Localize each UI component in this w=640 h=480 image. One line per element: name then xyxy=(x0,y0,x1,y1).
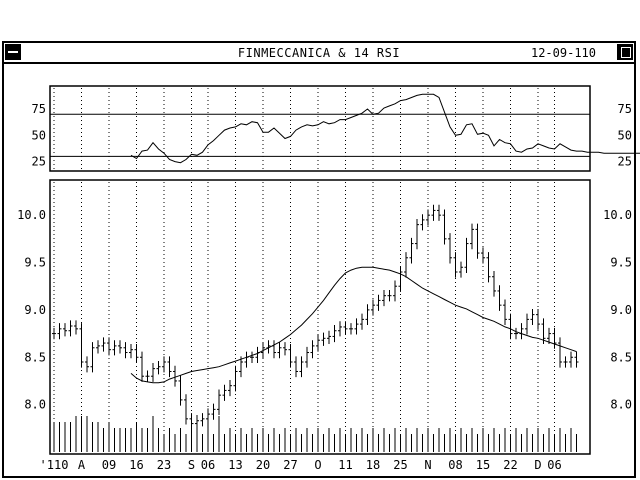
x-tick-label: 16 xyxy=(129,458,143,472)
rsi-ytick-right: 50 xyxy=(618,128,632,142)
x-tick-label: 06 xyxy=(547,458,561,472)
title-bar: FINMECCANICA & 14 RSI 12-09-110 xyxy=(4,43,634,64)
x-tick-label: 06 xyxy=(201,458,215,472)
x-tick-label: 11 xyxy=(338,458,352,472)
rsi-ytick-right: 25 xyxy=(618,155,632,169)
x-tick-label: 20 xyxy=(256,458,270,472)
x-tick-label: 22 xyxy=(503,458,517,472)
price-ytick-right: 8.5 xyxy=(610,350,632,364)
rsi-series-line xyxy=(130,93,640,164)
rsi-ytick-left: 25 xyxy=(32,155,46,169)
price-ytick-left: 8.5 xyxy=(24,350,46,364)
x-tick-label: 08 xyxy=(448,458,462,472)
rsi-ytick-right: 75 xyxy=(618,102,632,116)
x-tick-label: 15 xyxy=(476,458,490,472)
x-tick-label: 23 xyxy=(157,458,171,472)
x-tick-label: '110 xyxy=(40,458,69,472)
price-ytick-left: 9.5 xyxy=(24,256,46,270)
x-tick-label: A xyxy=(78,458,86,472)
rsi-ytick-left: 75 xyxy=(32,102,46,116)
system-menu-icon[interactable] xyxy=(5,44,21,60)
window-date: 12-09-110 xyxy=(530,46,596,60)
price-panel xyxy=(49,179,591,455)
rsi-panel xyxy=(49,85,591,172)
price-ytick-left: 10.0 xyxy=(17,208,46,222)
maximize-icon[interactable] xyxy=(617,44,633,60)
x-tick-label: O xyxy=(314,458,321,472)
price-ytick-right: 9.5 xyxy=(610,256,632,270)
x-tick-label: 13 xyxy=(228,458,242,472)
x-tick-label: N xyxy=(424,458,431,472)
x-tick-label: 09 xyxy=(102,458,116,472)
x-tick-label: 18 xyxy=(366,458,380,472)
price-ytick-right: 8.0 xyxy=(610,398,632,412)
price-ytick-left: 8.0 xyxy=(24,398,46,412)
price-ytick-right: 9.0 xyxy=(610,303,632,317)
moving-average-line xyxy=(130,266,577,384)
x-tick-label: D xyxy=(534,458,541,472)
x-tick-label: S xyxy=(188,458,195,472)
x-tick-label: 25 xyxy=(393,458,407,472)
window-title: FINMECCANICA & 14 RSI xyxy=(237,46,401,60)
x-tick-label: 27 xyxy=(283,458,297,472)
price-ytick-right: 10.0 xyxy=(603,208,632,222)
price-ytick-left: 9.0 xyxy=(24,303,46,317)
rsi-ytick-left: 50 xyxy=(32,128,46,142)
